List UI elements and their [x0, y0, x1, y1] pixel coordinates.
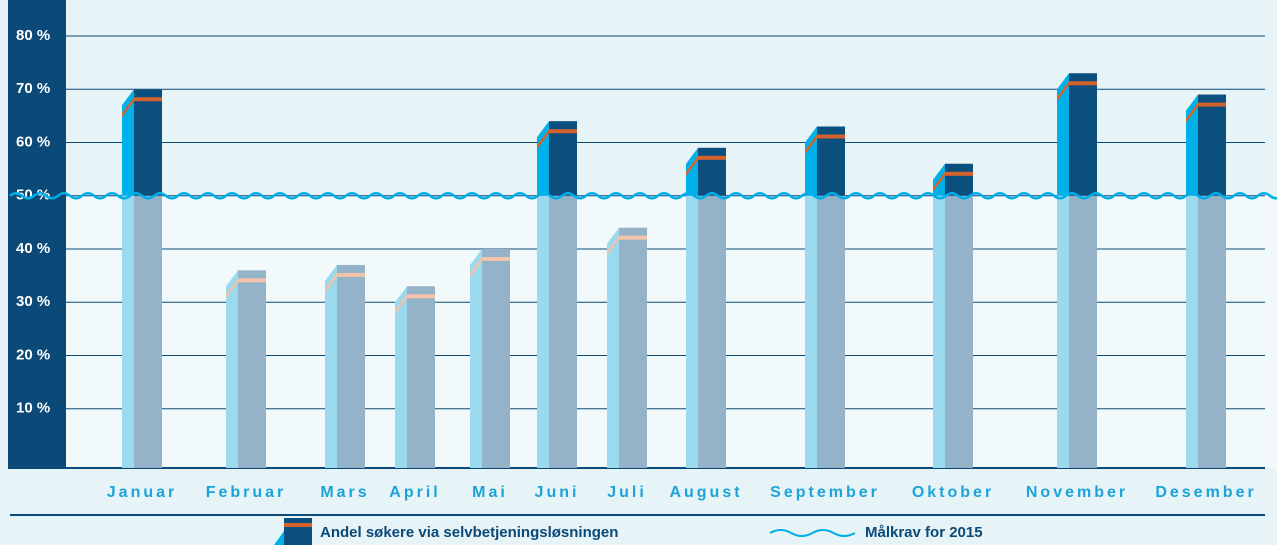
- bar-marker-side: [607, 235, 619, 256]
- bar-marker-side: [805, 134, 817, 155]
- bar-marker: [945, 171, 973, 176]
- bar-marker-side: [1186, 102, 1198, 123]
- bar: [482, 249, 510, 468]
- bar-side: [395, 286, 407, 468]
- y-tick-label: 80 %: [16, 27, 50, 44]
- bar-marker: [817, 134, 845, 139]
- legend-icon: [284, 518, 312, 545]
- bar-side: [226, 270, 238, 468]
- bar-marker-side: [470, 257, 482, 277]
- bar-side: [933, 163, 945, 469]
- bar: [698, 147, 726, 468]
- y-tick-label: 60 %: [16, 133, 50, 150]
- x-tick-label: Februar: [206, 484, 287, 501]
- bar-marker: [337, 272, 365, 277]
- bar-side: [805, 126, 817, 469]
- bar-side: [537, 121, 549, 468]
- x-tick-label: November: [1026, 484, 1128, 501]
- bar-marker: [1069, 81, 1097, 86]
- x-tick-label: April: [389, 484, 440, 501]
- x-tick-label: Juli: [607, 484, 647, 501]
- bar-marker: [549, 129, 577, 134]
- x-tick-label: Januar: [107, 484, 177, 501]
- bar-side: [325, 264, 337, 468]
- y-tick-label: 70 %: [16, 80, 50, 97]
- bar-side: [686, 147, 698, 468]
- bar-marker: [698, 155, 726, 160]
- bar-marker-side: [1057, 81, 1069, 102]
- bar-side-upper: [537, 121, 549, 196]
- bar: [945, 163, 973, 469]
- bar-marker: [407, 294, 435, 299]
- legend-label: Målkrav for 2015: [865, 524, 983, 541]
- bar-marker-side: [686, 155, 698, 176]
- y-tick-label: 40 %: [16, 240, 50, 257]
- bar-side: [470, 249, 482, 468]
- legend: Andel søkere via selvbetjeningsløsningen…: [274, 518, 983, 545]
- bar: [337, 264, 365, 468]
- legend-label: Andel søkere via selvbetjeningsløsningen: [320, 524, 618, 541]
- bar-marker-side: [395, 294, 407, 315]
- x-tick-label: Juni: [535, 484, 580, 501]
- bar-marker: [134, 97, 162, 102]
- x-tick-label: Mars: [320, 484, 369, 501]
- bar-upper: [1198, 94, 1226, 196]
- legend-icon-marker: [284, 523, 312, 527]
- bar-upper: [1069, 73, 1097, 196]
- bar-side-upper: [1057, 73, 1069, 196]
- bar-marker-side: [537, 129, 549, 150]
- bar-marker: [619, 235, 647, 240]
- y-axis-panel: [8, 0, 66, 468]
- target-line: [9, 192, 1277, 200]
- bar-marker-side: [226, 278, 238, 299]
- x-tick-label: Desember: [1155, 484, 1256, 501]
- bar-marker: [1198, 102, 1226, 107]
- bar-side-upper: [122, 89, 134, 196]
- bar-upper: [945, 163, 973, 196]
- bar-upper: [549, 121, 577, 196]
- bar-marker: [238, 278, 266, 283]
- bar-upper: [698, 147, 726, 196]
- bar-marker: [482, 257, 510, 261]
- y-tick-label: 30 %: [16, 293, 50, 310]
- x-tick-label: September: [770, 484, 880, 501]
- bar-side-upper: [805, 126, 817, 196]
- x-tick-label: Oktober: [912, 484, 994, 501]
- bar-marker-side: [933, 171, 945, 192]
- bar-upper: [134, 89, 162, 196]
- legend-wave: [769, 529, 856, 537]
- bar-side: [607, 227, 619, 468]
- y-tick-label: 20 %: [16, 346, 50, 363]
- bar: [619, 227, 647, 468]
- legend-icon-side: [274, 531, 284, 545]
- bar-side-upper: [686, 147, 698, 196]
- bar-marker-side: [122, 97, 134, 118]
- bar-marker-side: [325, 272, 337, 293]
- x-tick-label: August: [669, 484, 742, 501]
- x-tick-label: Mai: [472, 484, 508, 501]
- bar: [238, 270, 266, 468]
- y-tick-label: 10 %: [16, 400, 50, 417]
- bar: [407, 286, 435, 468]
- bar-side-upper: [1186, 94, 1198, 196]
